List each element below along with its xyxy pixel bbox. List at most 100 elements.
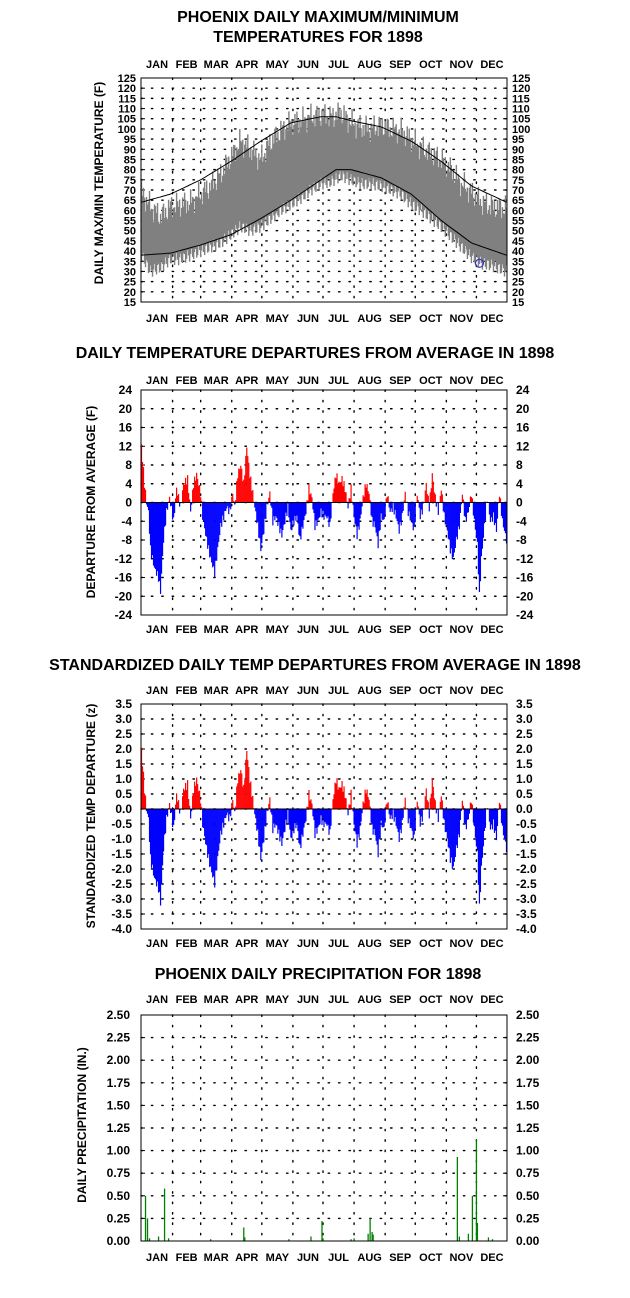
standardized-y-tick-right: 0.5 xyxy=(516,787,533,801)
precip-y-tick-left: 1.50 xyxy=(107,1098,131,1112)
temps-y-tick-left: 20 xyxy=(124,287,136,299)
standardized-chart: -4.0 -4.0-3.5 -3.5-3.0 -3.0-2.5 -2.5-2.0 -2.0… xyxy=(111,685,537,950)
precip-month-label-top: FEB xyxy=(176,994,198,1006)
standardized-y-tick-left: -3.5 xyxy=(111,907,132,921)
temps-y-tick-right: 25 xyxy=(512,277,524,289)
departures-month-label-top: SEP xyxy=(389,375,411,387)
departures-month-label-top: MAY xyxy=(266,375,290,387)
departures-y-tick-right: 20 xyxy=(516,402,530,416)
departures-month-label-top: JAN xyxy=(146,375,168,387)
precip-y-tick-right: 1.25 xyxy=(516,1121,540,1135)
temps-y-tick-left: 65 xyxy=(124,195,136,207)
standardized-y-tick-left: -4.0 xyxy=(111,922,132,936)
standardized-y-tick-right: 0.0 xyxy=(516,802,533,816)
precip-plot-border xyxy=(140,1014,508,1242)
temps-month-label-top: FEB xyxy=(176,59,198,71)
temps-y-tick-right: 105 xyxy=(512,114,530,126)
temps-y-tick-right: 55 xyxy=(512,216,524,228)
record-marker xyxy=(474,258,485,268)
departures-y-tick-right: -16 xyxy=(516,571,534,585)
departures-month-label-top: DEC xyxy=(480,375,503,387)
standardized-y-tick-left: -1.0 xyxy=(111,832,132,846)
temps-y-tick-left: 105 xyxy=(118,114,136,126)
standardized-month-label-top: SEP xyxy=(389,685,411,697)
temps-y-tick-left: 50 xyxy=(124,226,136,238)
standardized-y-tick-left: -3.0 xyxy=(111,892,132,906)
precip-month-label-bottom: MAR xyxy=(204,1252,229,1264)
departures-y-tick-left: 16 xyxy=(119,421,133,435)
temps-month-label-bottom: MAY xyxy=(266,313,290,325)
departures-y-tick-right: 0 xyxy=(516,496,523,510)
temps-title-line1: PHOENIX DAILY MAXIMUM/MINIMUM xyxy=(177,9,459,26)
departures-month-label-bottom: SEP xyxy=(389,624,411,636)
precip-month-label-bottom: APR xyxy=(235,1252,258,1264)
temps-month-label-bottom: SEP xyxy=(389,313,411,325)
departures-y-tick-right: 4 xyxy=(516,477,523,491)
normal-max-line xyxy=(141,116,507,203)
precip-month-label-top: DEC xyxy=(480,994,503,1006)
temps-month-label-bottom: FEB xyxy=(176,313,198,325)
temps-month-label-top: JUN xyxy=(297,59,319,71)
precip-month-label-top: JUN xyxy=(297,994,319,1006)
precip-month-label-top: MAY xyxy=(266,994,290,1006)
temps-month-label-top: MAR xyxy=(204,59,229,71)
temps-y-tick-right: 50 xyxy=(512,226,524,238)
precip-y-tick-left: 2.25 xyxy=(107,1031,131,1045)
standardized-month-label-bottom: MAY xyxy=(266,938,290,950)
precip-y-tick-right: 1.00 xyxy=(516,1144,540,1158)
departures-y-tick-left: 8 xyxy=(125,458,132,472)
temps-y-tick-left: 40 xyxy=(124,246,136,258)
temps-y-tick-left: 110 xyxy=(118,104,136,116)
precip-y-tick-left: 2.50 xyxy=(107,1008,131,1022)
departures-title: DAILY TEMPERATURE DEPARTURES FROM AVERAG… xyxy=(76,345,555,362)
precip-month-label-bottom: DEC xyxy=(480,1252,503,1264)
standardized-y-label: STANDARDIZED TEMP DEPARTURE (z) xyxy=(84,704,98,929)
standardized-month-label-top: FEB xyxy=(176,685,198,697)
temps-y-tick-left: 115 xyxy=(118,93,136,105)
precip-y-tick-right: 1.75 xyxy=(516,1076,540,1090)
standardized-y-tick-left: -0.5 xyxy=(111,817,132,831)
temps-y-tick-right: 110 xyxy=(512,104,530,116)
precip-y-tick-right: 2.25 xyxy=(516,1031,540,1045)
standardized-y-tick-left: 1.5 xyxy=(115,757,132,771)
precip-month-label-top: AUG xyxy=(357,994,381,1006)
departures-y-tick-left: -20 xyxy=(115,589,133,603)
temps-y-label: DAILY MAX/MIN TEMPERATURE (F) xyxy=(92,82,106,284)
standardized-y-tick-right: 2.0 xyxy=(516,742,533,756)
temps-y-tick-right: 40 xyxy=(512,246,524,258)
temps-month-label-bottom: OCT xyxy=(419,313,443,325)
departures-month-label-top: AUG xyxy=(357,375,381,387)
temps-y-tick-right: 35 xyxy=(512,256,524,268)
precip-month-label-bottom: JUN xyxy=(297,1252,319,1264)
temps-month-label-top: OCT xyxy=(419,59,443,71)
precip-month-label-top: JAN xyxy=(146,994,168,1006)
departures-month-label-bottom: MAR xyxy=(204,624,229,636)
precip-y-tick-left: 0.00 xyxy=(107,1234,131,1248)
temps-y-tick-right: 75 xyxy=(512,175,524,187)
precip-month-label-bottom: FEB xyxy=(176,1252,198,1264)
standardized-month-label-bottom: JAN xyxy=(146,938,168,950)
precip-chart: 0.00 0.00 0.25 0.25 0.50 0.50 0.75 0.75 1.00 1.00… xyxy=(107,994,540,1264)
temps-month-label-top: APR xyxy=(235,59,258,71)
precip-month-label-bottom: JAN xyxy=(146,1252,168,1264)
departures-month-label-bottom: NOV xyxy=(449,624,474,636)
standardized-y-tick-left: 0.0 xyxy=(115,802,132,816)
departures-y-tick-left: 0 xyxy=(125,496,132,510)
precip-y-tick-right: 2.50 xyxy=(516,1008,540,1022)
departures-month-label-top: MAR xyxy=(204,375,229,387)
temps-y-tick-right: 85 xyxy=(512,154,524,166)
standardized-month-label-bottom: MAR xyxy=(204,938,229,950)
precip-month-label-top: MAR xyxy=(204,994,229,1006)
departures-month-label-bottom: OCT xyxy=(419,624,443,636)
temps-month-label-top: DEC xyxy=(480,59,503,71)
standardized-month-label-top: AUG xyxy=(357,685,381,697)
precip-month-label-bottom: AUG xyxy=(357,1252,381,1264)
temps-y-tick-left: 30 xyxy=(124,266,136,278)
standardized-month-label-top: JAN xyxy=(146,685,168,697)
temps-y-tick-left: 95 xyxy=(124,134,136,146)
departures-plot-border xyxy=(140,389,508,616)
standardized-y-tick-right: -1.0 xyxy=(516,832,537,846)
departures-month-label-top: APR xyxy=(235,375,258,387)
temps-month-label-top: MAY xyxy=(266,59,290,71)
